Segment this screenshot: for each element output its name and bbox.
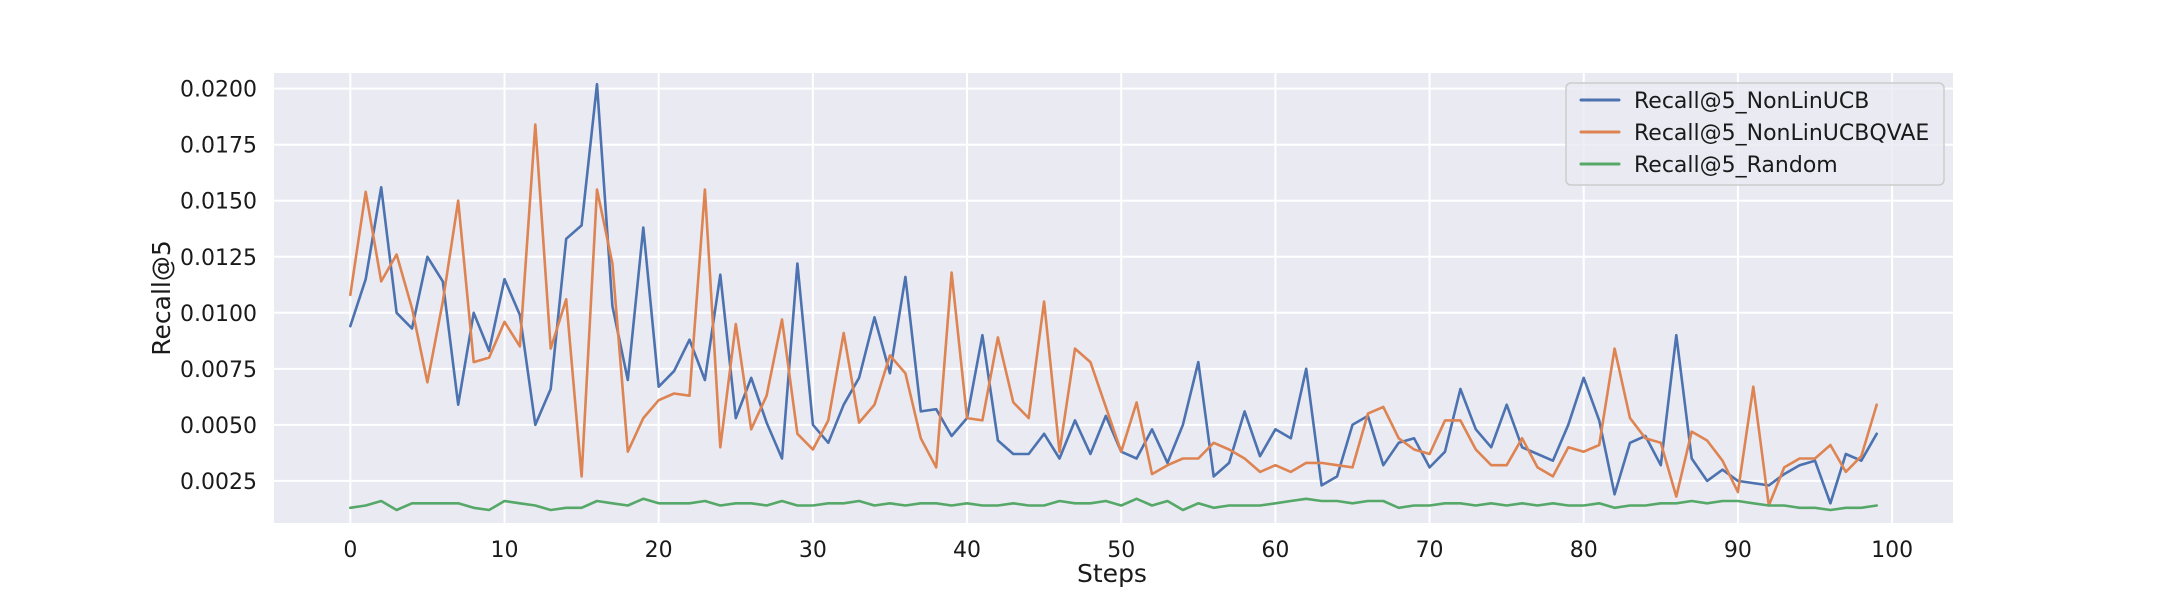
- x-tick-label: 10: [490, 538, 518, 563]
- y-tick-label: 0.0100: [180, 302, 257, 327]
- x-tick-label: 70: [1416, 538, 1444, 563]
- x-tick-label: 90: [1724, 538, 1752, 563]
- x-axis-label: Steps: [1077, 559, 1147, 588]
- y-tick-label: 0.0025: [180, 470, 257, 495]
- x-tick-label: 100: [1871, 538, 1913, 563]
- x-tick-label: 80: [1570, 538, 1598, 563]
- legend-label-nonlinucb: Recall@5_NonLinUCB: [1634, 89, 1869, 114]
- legend-box: [1565, 82, 1945, 186]
- y-axis-label: Recall@5: [147, 240, 176, 356]
- series-line-nonlinucb: [348, 82, 1878, 505]
- legend-label-random: Recall@5_Random: [1634, 153, 1838, 178]
- y-tick-label: 0.0050: [180, 414, 257, 439]
- y-tick-label: 0.0150: [180, 190, 257, 215]
- x-tick-label: 0: [343, 538, 357, 563]
- y-tick-label: 0.0175: [180, 134, 257, 159]
- x-tick-label: 30: [799, 538, 827, 563]
- y-tick-label: 0.0075: [180, 358, 257, 383]
- series-line-random: [348, 497, 1878, 512]
- y-tick-label: 0.0200: [180, 78, 257, 103]
- series-line-nonlinucbqvae: [348, 123, 1878, 507]
- series-lines: [348, 82, 1878, 512]
- x-tick-label: 50: [1107, 538, 1135, 563]
- y-tick-label: 0.0125: [180, 246, 257, 271]
- legend: Recall@5_NonLinUCB Recall@5_NonLinUCBQVA…: [1565, 82, 1945, 186]
- x-tick-label: 60: [1261, 538, 1289, 563]
- x-tick-label: 40: [953, 538, 981, 563]
- legend-label-nonlinucbqvae: Recall@5_NonLinUCBQVAE: [1634, 121, 1929, 146]
- x-tick-label: 20: [645, 538, 673, 563]
- y-axis-ticks: 0.0025 0.0050 0.0075 0.0100 0.0125 0.0150 0.01…: [180, 78, 257, 495]
- x-axis-ticks: 0 10 20 30 40 50 60 70 80 90 100: [343, 538, 1913, 563]
